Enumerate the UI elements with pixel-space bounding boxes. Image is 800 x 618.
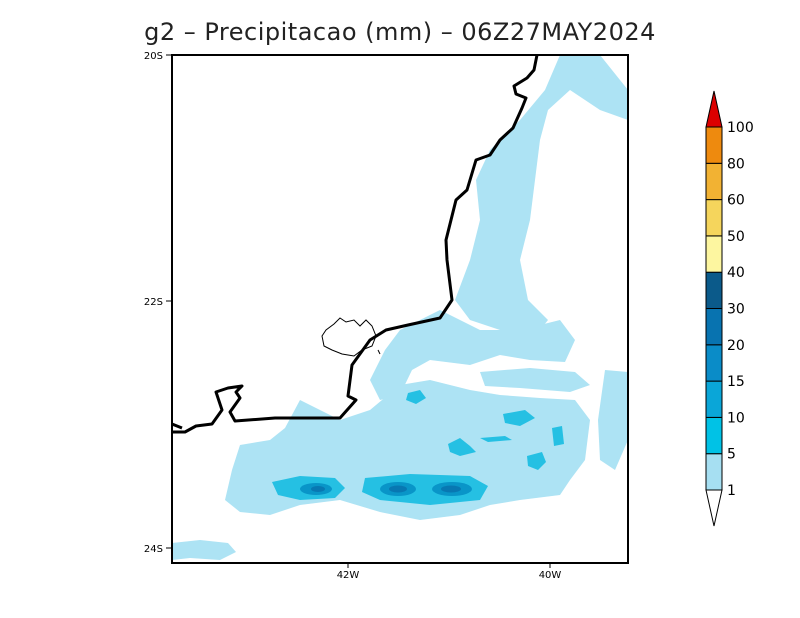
precip-core-west-max (311, 486, 325, 492)
colorbar-label: 10 (727, 410, 745, 426)
coastline-west-segment (172, 422, 183, 430)
colorbar-segment (705, 308, 723, 346)
colorbar-lower-arrow (705, 489, 723, 527)
precip-spot-d (480, 436, 512, 442)
map-frame (171, 54, 629, 564)
lat-tick-label: 24S (144, 544, 163, 555)
colorbar-segment (705, 380, 723, 418)
lat-tick-label: 22S (144, 297, 163, 308)
precip-spot-f (552, 426, 564, 446)
colorbar-segment (705, 199, 723, 237)
colorbar-segment (705, 453, 723, 491)
precip-area-central-band (370, 310, 575, 400)
colorbar-label: 40 (727, 265, 745, 281)
lat-tick-label: 20S (144, 51, 163, 62)
border-small-mark (377, 349, 381, 355)
colorbar-label: 20 (727, 338, 745, 354)
precip-area-north-coast (455, 55, 628, 330)
precip-core-central-moderate (362, 474, 488, 505)
colorbar-segment (705, 271, 723, 310)
colorbar-upper-arrow (705, 90, 723, 128)
longitude-axis: 42W 40W (337, 563, 562, 581)
precip-spot-b (503, 410, 535, 426)
chart-title: g2 – Precipitacao (mm) – 06Z27MAY2024 (144, 18, 656, 46)
precip-area-north-patch (582, 62, 595, 85)
precip-spot-a (406, 390, 426, 404)
colorbar-segment (705, 126, 723, 164)
colorbar-label: 15 (727, 374, 745, 390)
colorbar-label: 60 (727, 193, 745, 209)
colorbar-label: 50 (727, 229, 745, 245)
colorbar-label: 30 (727, 302, 745, 318)
precip-area-east-strip (480, 368, 590, 392)
precip-fields (172, 55, 628, 560)
precip-area-southwest-blob (172, 540, 236, 560)
colorbar-segment (705, 162, 723, 201)
lon-tick-label: 42W (337, 570, 360, 581)
precip-spot-e (527, 452, 546, 470)
colorbar-label: 80 (727, 156, 745, 172)
precip-area-east-column (598, 370, 628, 470)
latitude-axis: 20S 22S 24S (144, 51, 172, 555)
colorbar-label: 5 (727, 447, 736, 463)
colorbar-segment (705, 416, 723, 455)
colorbar-label: 1 (727, 483, 736, 499)
precip-core-central-max (389, 485, 407, 493)
lon-tick-label: 40W (539, 570, 562, 581)
coastline (172, 55, 539, 434)
colorbar-segment (705, 344, 723, 382)
state-border-outline (321, 317, 377, 357)
colorbar-segment (705, 235, 723, 273)
precip-core-east-max (441, 485, 461, 493)
colorbar-label: 100 (727, 120, 754, 136)
precip-spot-c (448, 438, 476, 456)
